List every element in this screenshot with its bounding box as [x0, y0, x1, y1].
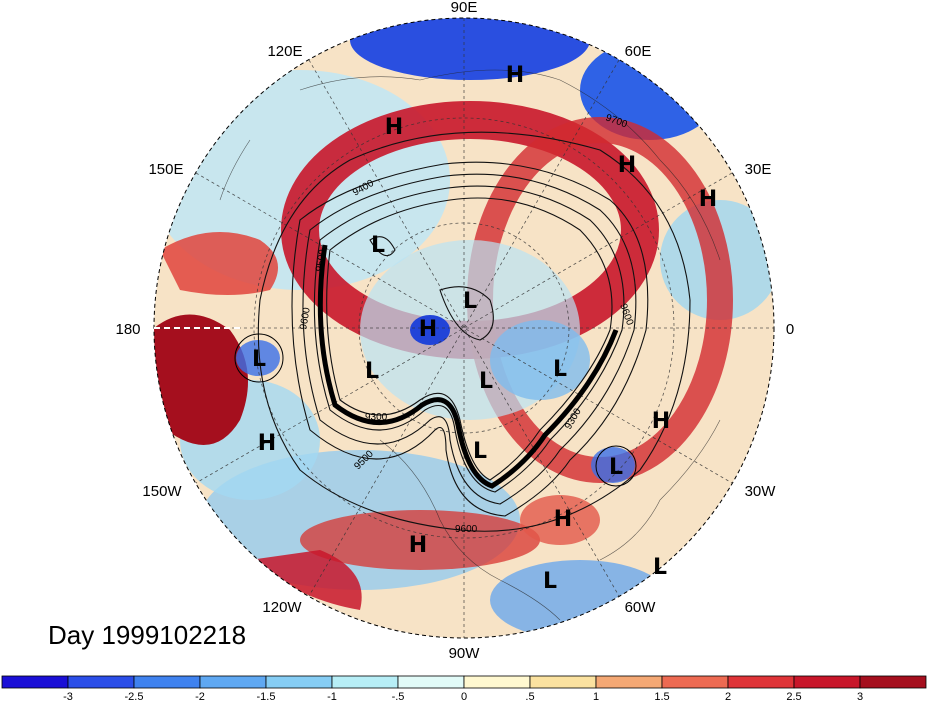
low-marker: L	[653, 555, 667, 580]
colorbar-boxes	[1, 675, 927, 689]
colorbar-tick-label: -1	[327, 691, 337, 702]
low-marker: L	[252, 347, 266, 372]
lon-90w-label: 90W	[449, 645, 481, 662]
low-marker: L	[371, 233, 385, 258]
colorbar-tick-label: 3	[857, 691, 863, 702]
colorbar-tick-label: .5	[525, 691, 534, 702]
lon-30e-label: 30E	[745, 161, 772, 178]
lon-150e-label: 150E	[148, 161, 183, 178]
colorbar-tick-label: -2.5	[125, 691, 144, 702]
colorbar-box	[1, 675, 69, 689]
lon-120e-label: 120E	[267, 43, 302, 60]
colorbar-box	[463, 675, 531, 689]
anomaly-field	[154, 18, 774, 638]
colorbar-box	[727, 675, 795, 689]
polar-map: 90E 120E 60E 150E 30E 180 0 150W 30W 120…	[115, 0, 794, 662]
high-marker: H	[699, 187, 717, 212]
colorbar-tick-label: 2.5	[786, 691, 801, 702]
low-marker: L	[463, 289, 477, 314]
contour-label: 9600	[298, 306, 313, 330]
colorbar: -3 -2.5 -2 -1.5 -1 -.5 0 .5 1 1.5 2 2.5 3	[1, 675, 927, 702]
high-marker: H	[554, 507, 572, 532]
pressure-system-markers: H H H H L L H L L L L L L H L H H H L H	[252, 63, 717, 594]
low-ring	[234, 333, 284, 383]
colorbar-box	[331, 675, 399, 689]
lon-120w-label: 120W	[262, 599, 302, 616]
colorbar-box	[859, 675, 927, 689]
low-marker: L	[473, 439, 487, 464]
high-marker: H	[652, 409, 670, 434]
longitude-labels: 90E 120E 60E 150E 30E 180 0 150W 30W 120…	[115, 0, 794, 662]
colorbar-tick-label: 2	[725, 691, 731, 702]
colorbar-tick-label: 0	[461, 691, 467, 702]
colorbar-box	[397, 675, 465, 689]
low-marker: L	[553, 357, 567, 382]
high-marker: H	[419, 317, 437, 342]
high-marker: H	[618, 153, 636, 178]
colorbar-tick-label: -3	[63, 691, 73, 702]
colorbar-box	[529, 675, 597, 689]
low-ring	[595, 445, 637, 487]
lon-150w-label: 150W	[142, 483, 182, 500]
high-marker: H	[506, 63, 524, 88]
lon-30w-label: 30W	[745, 483, 777, 500]
lon-90e-label: 90E	[451, 0, 478, 16]
colorbar-box	[199, 675, 267, 689]
colorbar-box	[133, 675, 201, 689]
colorbar-ticks: -3 -2.5 -2 -1.5 -1 -.5 0 .5 1 1.5 2 2.5 3	[63, 691, 863, 702]
contour-label: 9600	[455, 524, 478, 535]
day-title: Day 1999102218	[48, 620, 247, 650]
low-marker: L	[365, 359, 379, 384]
high-marker: H	[409, 533, 427, 558]
low-marker: L	[609, 455, 623, 480]
high-marker: H	[258, 431, 276, 456]
lon-0-label: 0	[786, 321, 794, 338]
colorbar-box	[661, 675, 729, 689]
contour-label: 9300	[365, 412, 388, 423]
low-marker: L	[479, 369, 493, 394]
colorbar-tick-label: -.5	[392, 691, 405, 702]
high-marker: L	[543, 569, 557, 594]
lon-60e-label: 60E	[625, 43, 652, 60]
colorbar-tick-label: 1	[593, 691, 599, 702]
contour-label: 9500	[314, 248, 329, 272]
colorbar-box	[793, 675, 861, 689]
colorbar-tick-label: 1.5	[654, 691, 669, 702]
colorbar-tick-label: -2	[195, 691, 205, 702]
colorbar-box	[67, 675, 135, 689]
lon-180-label: 180	[115, 321, 140, 338]
lon-60w-label: 60W	[625, 599, 657, 616]
colorbar-tick-label: -1.5	[257, 691, 276, 702]
colorbar-box	[265, 675, 333, 689]
high-marker: H	[385, 115, 403, 140]
colorbar-box	[595, 675, 663, 689]
